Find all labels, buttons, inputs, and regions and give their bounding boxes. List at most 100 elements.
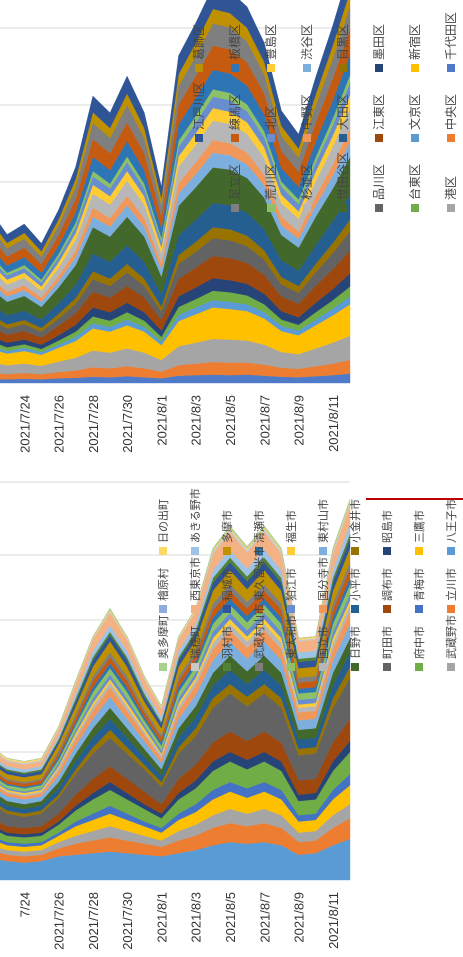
legend-label: 練馬区 [228, 94, 242, 130]
legend-item: 杉並区 [300, 164, 314, 212]
legend-item: 港区 [444, 176, 458, 212]
legend-swatch [415, 663, 423, 671]
legend-swatch [255, 547, 263, 555]
legend-item: 荒川区 [264, 164, 278, 212]
legend-item: 東大和市 [284, 615, 298, 671]
legend-item: 墨田区 [372, 24, 386, 72]
legend-swatch [411, 204, 419, 212]
legend-swatch [411, 64, 419, 72]
legend-item: あきる野市 [188, 488, 202, 555]
legend-swatch [383, 663, 391, 671]
x-tick-label: 2021/7/26 [52, 395, 67, 453]
legend-label: 多摩市 [220, 510, 234, 543]
legend-swatch [375, 134, 383, 142]
legend-swatch [415, 547, 423, 555]
legend-swatch [303, 204, 311, 212]
legend-swatch [383, 605, 391, 613]
legend-label: 足立区 [227, 164, 242, 200]
legend-swatch [255, 663, 263, 671]
legend-label: 東大和市 [284, 615, 298, 659]
legend-swatch [339, 204, 347, 212]
legend-item: 日野市 [348, 626, 362, 671]
legend-label: 小金井市 [348, 499, 362, 543]
legend-item: 奥多摩町 [156, 615, 170, 671]
legend-swatch [447, 204, 455, 212]
legend-swatch [319, 605, 327, 613]
legend-label: 昭島市 [380, 510, 394, 543]
x-tick-label: 2021/7/26 [52, 892, 67, 950]
legend-swatch [159, 547, 167, 555]
x-tick-label: 2021/8/11 [326, 395, 341, 452]
legend-item: 小金井市 [348, 499, 362, 555]
x-tick-label: 2021/8/7 [257, 395, 272, 446]
legend-item: 羽村市 [220, 626, 234, 671]
legend-label: 町田市 [380, 626, 394, 659]
top-area-series [0, 0, 351, 384]
legend-item: 調布市 [380, 568, 394, 613]
legend-label: 世田谷区 [336, 152, 350, 200]
legend-label: 狛江市 [284, 568, 298, 601]
legend-swatch [351, 663, 359, 671]
legend-item: 台東区 [407, 164, 422, 212]
legend-label: 調布市 [380, 568, 394, 601]
legend-swatch [255, 605, 263, 613]
legend-label: 東久留米市 [252, 546, 266, 601]
legend-swatch [303, 64, 311, 72]
legend-label: 日の出町 [156, 499, 170, 543]
legend-item: 三鷹市 [412, 510, 426, 555]
legend-label: 国分寺市 [316, 557, 330, 601]
x-tick-label: 2021/8/11 [326, 892, 341, 949]
ward-stacked-area-chart: 2021/7/24 2021/7/26 2021/7/28 2021/7/30 2021… [0, 0, 458, 453]
legend-swatch [447, 605, 455, 613]
legend-item: 渋谷区 [300, 24, 314, 72]
x-tick-label: 2021/7/24 [17, 395, 32, 453]
legend-item: 日の出町 [156, 499, 170, 555]
legend-label: 清瀬市 [252, 510, 266, 543]
legend-item: 府中市 [412, 626, 426, 671]
legend-label: 東村山市 [316, 499, 330, 543]
legend-label: 武蔵野市 [444, 615, 458, 659]
legend-item: 新宿区 [407, 24, 422, 72]
legend-item: 稲城市 [220, 568, 234, 613]
legend-item: 東村山市 [316, 499, 330, 555]
legend-item: 世田谷区 [336, 152, 350, 212]
legend-item: 多摩市 [220, 510, 234, 555]
legend-label: 杉並区 [300, 164, 314, 200]
legend-item: 立川市 [444, 568, 458, 613]
x-tick-label: 2021/8/9 [292, 395, 307, 446]
legend-swatch [351, 605, 359, 613]
legend-label: 港区 [444, 176, 458, 200]
legend-label: 中野区 [299, 94, 314, 130]
x-tick-label: 7/24 [17, 892, 32, 917]
legend-label: 瑞穂町 [188, 626, 202, 659]
legend-item: 練馬区 [228, 94, 242, 142]
legend-label: 福生市 [284, 510, 298, 543]
legend-label: 奥多摩町 [156, 615, 170, 659]
legend-swatch [159, 605, 167, 613]
legend-swatch [195, 134, 203, 142]
legend-item: 北区 [264, 106, 278, 142]
legend-label: 葛飾区 [192, 24, 206, 60]
legend-item: 狛江市 [284, 568, 298, 613]
legend-label: 板橋区 [228, 24, 242, 60]
area-series-30 [0, 498, 351, 762]
x-tick-label: 2021/7/30 [120, 892, 135, 950]
legend-label: 武蔵村山市 [252, 604, 266, 659]
legend-swatch [447, 134, 455, 142]
legend-label: 荒川区 [264, 164, 278, 200]
legend-swatch [375, 64, 383, 72]
legend-swatch [159, 663, 167, 671]
legend-item: 文京区 [407, 94, 422, 142]
legend-label: 小平市 [348, 568, 362, 601]
legend-label: 中央区 [443, 94, 458, 130]
legend-label: 目黒区 [336, 24, 350, 60]
legend-label: 墨田区 [372, 24, 386, 60]
legend-item: 足立区 [227, 164, 242, 212]
legend-item: 東久留米市 [252, 546, 266, 613]
legend-swatch [339, 134, 347, 142]
legend-item: 町田市 [380, 626, 394, 671]
legend-swatch [231, 64, 239, 72]
x-tick-label: 2021/7/28 [86, 892, 101, 950]
